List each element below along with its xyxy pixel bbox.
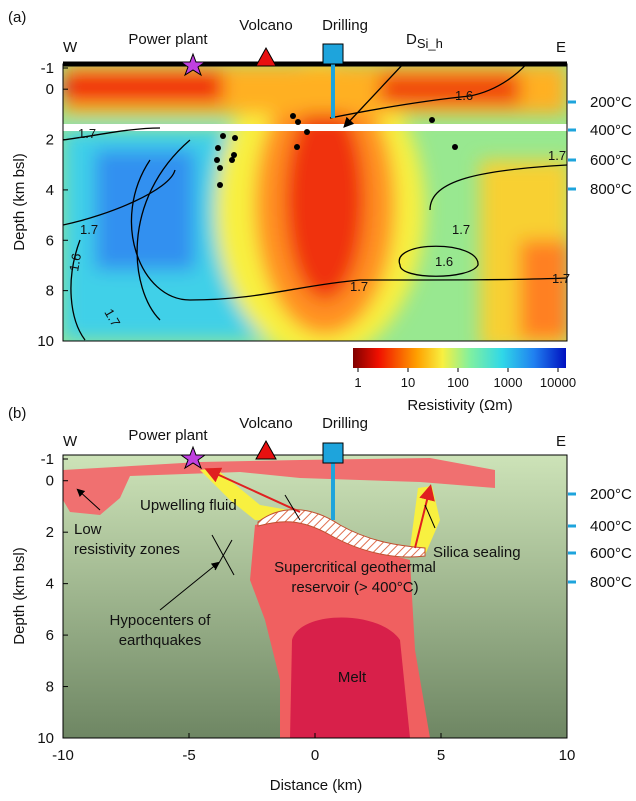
y-axis-label: Depth (km bsl) [11, 547, 28, 645]
y-tick-label: 8 [46, 679, 54, 696]
contour-label: 1.6 [66, 252, 84, 272]
west-label: W [63, 39, 78, 56]
contour-label: 1.6 [455, 88, 473, 103]
colorbar-tick-label: 10 [401, 375, 415, 390]
annotation: Silica sealing [433, 544, 521, 561]
volcano-icon [255, 46, 277, 67]
marker-label: Power plant [128, 427, 208, 444]
colorbar-tick-label: 10000 [540, 375, 576, 390]
annotation: Low resistivity zones [74, 521, 180, 558]
marker-label: Drilling [322, 17, 368, 34]
y-tick-label: -1 [41, 60, 54, 77]
colorbar-tick-label: 1000 [494, 375, 523, 390]
y-tick-label: 4 [46, 182, 54, 199]
contour-label: 1.7 [452, 222, 470, 237]
pointer [343, 61, 406, 128]
contour-label: 1.7 [552, 271, 570, 286]
x-tick-label: -10 [52, 747, 74, 764]
annotation-line: resistivity zones [74, 541, 180, 558]
x-tick-label: -5 [182, 747, 195, 764]
contour-label: 1.7 [350, 279, 368, 294]
x-tick-label: 5 [437, 747, 445, 764]
low-resistivity-zone [63, 458, 495, 515]
temperature-label: 200°C [590, 486, 632, 503]
annotation: Melt [338, 669, 367, 686]
contour-label: 1.7 [78, 126, 96, 141]
temperature-label: 800°C [590, 574, 632, 591]
contour-label: 1.7 [548, 148, 566, 163]
drilling-icon [322, 442, 344, 464]
temperature-label: 600°C [590, 545, 632, 562]
temperature-label: 600°C [590, 152, 632, 169]
flow-arrow [204, 467, 301, 513]
upwelling-path [200, 468, 300, 520]
annotation: Supercritical geothermal reservoir (> 400… [274, 559, 436, 596]
y-tick-label: -1 [41, 451, 54, 468]
power-plant-icon [179, 445, 207, 470]
y-tick-label: 0 [46, 81, 54, 98]
temperature-label: 400°C [590, 122, 632, 139]
panel-label: (a) [8, 9, 26, 26]
annotation-line: Supercritical geothermal [274, 559, 436, 576]
resistivity-map [63, 64, 567, 341]
temperature-label: 800°C [590, 181, 632, 198]
arrow-label: DSi_h [406, 31, 443, 51]
east-label: E [556, 39, 566, 56]
x-axis-label: Distance (km) [270, 777, 363, 794]
colorbar [353, 348, 566, 368]
annotation-line: Low [74, 521, 102, 538]
pointer [159, 561, 220, 611]
east-label: E [556, 433, 566, 450]
contour-label: 1.6 [435, 254, 453, 269]
annotation-line: Hypocenters of [110, 612, 212, 629]
panel-label: (b) [8, 405, 26, 422]
temperature-label: 200°C [590, 94, 632, 111]
y-tick-label: 2 [46, 524, 54, 541]
y-tick-label: 4 [46, 576, 54, 593]
y-tick-label: 2 [46, 132, 54, 149]
y-axis-label: Depth (km bsl) [11, 153, 28, 251]
contour-label: 1.7 [80, 222, 98, 237]
marker-label: Drilling [322, 415, 368, 432]
x-tick-label: 10 [559, 747, 576, 764]
annotation-line: reservoir (> 400°C) [291, 579, 418, 596]
arrow-label-main: D [406, 31, 417, 48]
arrow-label-sub: Si_h [417, 36, 443, 51]
y-tick-label: 10 [37, 730, 54, 747]
marker-label: Volcano [239, 17, 292, 34]
annotation: Upwelling fluid [140, 497, 237, 514]
temperature-label: 400°C [590, 518, 632, 535]
pointer [76, 488, 101, 511]
annotation: Hypocenters of earthquakes [110, 612, 212, 649]
volcano-icon [255, 439, 277, 460]
y-tick-label: 6 [46, 232, 54, 249]
colorbar-tick-label: 1 [354, 375, 361, 390]
colorbar-tick-label: 100 [447, 375, 469, 390]
x-tick-label: 0 [311, 747, 319, 764]
y-tick-label: 6 [46, 627, 54, 644]
west-label: W [63, 433, 78, 450]
melt [290, 617, 410, 738]
power-plant-icon [179, 52, 207, 77]
colorbar-label: Resistivity (Ωm) [407, 397, 512, 414]
y-tick-label: 8 [46, 283, 54, 300]
y-tick-label: 10 [37, 333, 54, 350]
annotation-line: earthquakes [119, 632, 202, 649]
marker-label: Power plant [128, 31, 208, 48]
flow-arrow [414, 484, 435, 549]
marker-label: Volcano [239, 415, 292, 432]
drilling-icon [322, 43, 344, 65]
silica-sealing [257, 509, 426, 558]
y-tick-label: 0 [46, 473, 54, 490]
